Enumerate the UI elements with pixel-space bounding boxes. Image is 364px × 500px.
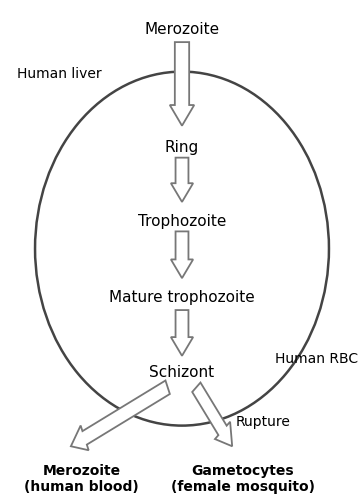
Polygon shape [170, 42, 194, 125]
Polygon shape [192, 382, 232, 446]
Polygon shape [171, 158, 193, 202]
Polygon shape [171, 232, 193, 278]
Text: Gametocytes
(female mosquito): Gametocytes (female mosquito) [171, 464, 315, 494]
Text: Human liver: Human liver [17, 67, 102, 81]
Text: Ring: Ring [165, 140, 199, 156]
Text: Human RBC: Human RBC [274, 352, 358, 366]
Text: Rupture: Rupture [236, 414, 290, 428]
Polygon shape [71, 380, 170, 450]
Text: Schizont: Schizont [150, 365, 214, 380]
Polygon shape [171, 310, 193, 356]
Text: Merozoite
(human blood): Merozoite (human blood) [24, 464, 139, 494]
Text: Trophozoite: Trophozoite [138, 214, 226, 229]
Text: Merozoite: Merozoite [145, 22, 219, 38]
Text: Mature trophozoite: Mature trophozoite [109, 290, 255, 306]
